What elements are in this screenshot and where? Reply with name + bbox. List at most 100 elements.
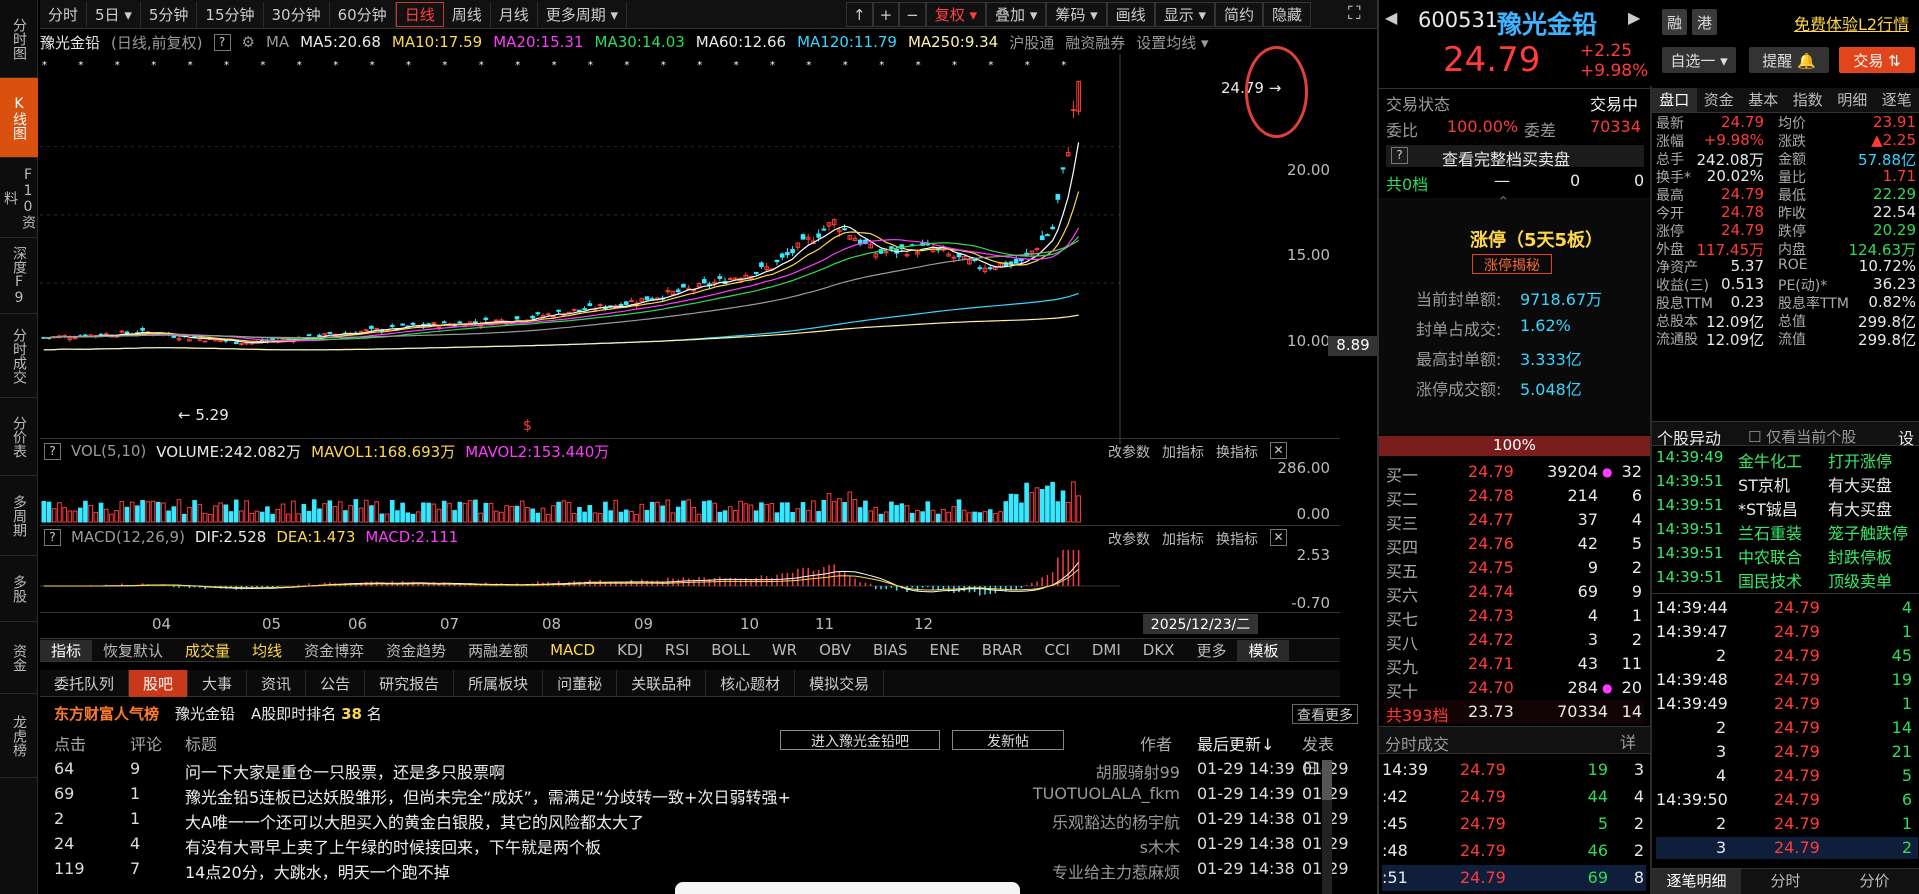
period-tab[interactable]: 15分钟	[197, 1, 264, 27]
move-row[interactable]: 14:39:51 *ST铖昌 有大买盘	[1656, 496, 1893, 519]
period-tab[interactable]: 5日 ▾	[87, 1, 141, 27]
period-tab[interactable]: 5分钟	[141, 1, 198, 27]
post-t[interactable]: 大A唯一一个还可以大胆买入的黄金白银股，其它的风险都太大了	[185, 813, 644, 832]
bottom-tab[interactable]: 所属板块	[454, 669, 544, 697]
move-row[interactable]: 14:39:51 中农联合 封跌停板	[1656, 544, 1893, 567]
period-tab[interactable]: 月线	[491, 1, 538, 27]
order-level[interactable]: 买四 24.76 42 5	[1384, 532, 1644, 557]
detail-row[interactable]: 14:39:48 24.79 19	[1656, 670, 1912, 689]
prev-stock-icon[interactable]: ◀	[1385, 8, 1398, 27]
indicator-tab[interactable]: 资金博弈	[304, 641, 365, 660]
help-icon[interactable]: ?	[44, 442, 61, 460]
settings-icon[interactable]: ⚙	[241, 33, 255, 51]
only-current-checkbox[interactable]: ☐ 仅看当前个股	[1748, 428, 1857, 446]
toolbar-button[interactable]: 叠加 ▾	[986, 2, 1047, 27]
detail-tab[interactable]: 逐笔明细	[1652, 869, 1741, 894]
quote-tab[interactable]: 明细	[1837, 91, 1868, 109]
bottom-tab[interactable]: 模拟交易	[795, 669, 885, 697]
nav-item[interactable]: 分价表	[0, 398, 38, 476]
ma-settings-button[interactable]: 设置均线 ▾	[1136, 33, 1209, 52]
indicator-tab[interactable]: ENE	[929, 641, 960, 659]
hgt-link[interactable]: 沪股通	[1009, 33, 1055, 52]
floating-toolbar[interactable]	[675, 882, 1020, 894]
detail-row[interactable]: 14:39:44 24.79 4	[1656, 598, 1912, 617]
col-author[interactable]: 作者	[1140, 735, 1173, 754]
limit-up-reveal-button[interactable]: 涨停揭秘	[1472, 254, 1552, 274]
col-last-update[interactable]: 最后更新↓	[1197, 735, 1275, 754]
nav-item[interactable]: F10资料	[0, 158, 38, 238]
help-icon[interactable]: ?	[213, 33, 231, 51]
new-post-button[interactable]: 发新帖	[952, 730, 1064, 750]
detail-row[interactable]: 3 24.79 21	[1716, 742, 1912, 761]
indicator-tab[interactable]: MACD	[550, 641, 596, 659]
indicator-tab[interactable]: DKX	[1142, 641, 1175, 659]
nav-item[interactable]: K线图	[0, 78, 38, 158]
order-level[interactable]: 买九 24.71 43 11	[1384, 652, 1644, 677]
quote-tab[interactable]: 基本	[1748, 91, 1779, 109]
toolbar-button[interactable]: 简约	[1215, 2, 1264, 27]
bottom-tab[interactable]: 资讯	[247, 669, 307, 697]
ticks-detail-button[interactable]: 详	[1620, 733, 1637, 752]
period-tab[interactable]: 30分钟	[264, 1, 330, 27]
detail-tab[interactable]: 分时	[1770, 872, 1801, 890]
bottom-tab[interactable]: 股吧	[129, 669, 189, 697]
bottom-tab[interactable]: 公告	[306, 669, 366, 697]
change-indicator-button[interactable]: 换指标	[1216, 445, 1258, 461]
rzrq-link[interactable]: 融资融券	[1065, 33, 1126, 52]
macd-chart[interactable]	[40, 548, 1330, 610]
help-icon[interactable]: ?	[44, 528, 61, 546]
see-more-button[interactable]: 查看更多	[1292, 704, 1358, 724]
nav-item[interactable]: 多周期	[0, 476, 38, 556]
bottom-tab[interactable]: 研究报告	[365, 669, 455, 697]
post-row[interactable]: 24 4 有没有大哥早上卖了上午绿的时候接回来，下午就是两个板 s木木 01-29 14…	[40, 831, 1349, 857]
bottom-tab[interactable]: 大事	[188, 669, 248, 697]
period-tab[interactable]: 日线	[395, 1, 444, 27]
indicator-tab[interactable]: BOLL	[711, 641, 750, 659]
indicator-tab[interactable]: 资金趋势	[386, 641, 447, 660]
detail-row[interactable]: 14:39:47 24.79 1	[1656, 622, 1912, 641]
indicator-tab[interactable]: OBV	[819, 641, 851, 659]
post-t[interactable]: 有没有大哥早上卖了上午绿的时候接回来，下午就是两个板	[185, 838, 602, 857]
nav-item[interactable]: 深度F9	[0, 238, 38, 314]
col-clicks[interactable]: 点击	[54, 735, 87, 754]
post-t[interactable]: 问一下大家是重仓一只股票，还是多只股票啊	[185, 763, 506, 782]
order-level[interactable]: 买八 24.72 3 2	[1384, 628, 1644, 653]
tick-row[interactable]: :45 24.79 5 2	[1382, 814, 1644, 833]
toolbar-button[interactable]: 隐藏	[1263, 2, 1312, 27]
move-row[interactable]: 14:39:51 兰石重装 笼子触跌停	[1656, 520, 1909, 543]
scrollbar[interactable]	[1322, 760, 1332, 894]
trade-button[interactable]: 交易 ⇅	[1839, 47, 1915, 73]
edit-params-button[interactable]: 改参数	[1108, 445, 1150, 461]
enter-forum-button[interactable]: 进入豫光金铅吧	[780, 730, 940, 750]
bottom-tab[interactable]: 委托队列	[40, 669, 130, 697]
detail-row[interactable]: 4 24.79 5	[1716, 766, 1912, 785]
detail-tab[interactable]: 分价	[1859, 872, 1890, 890]
detail-row[interactable]: 3 24.79 2	[1656, 837, 1918, 859]
post-row[interactable]: 2 1 大A唯一一个还可以大胆买入的黄金白银股，其它的风险都太大了 乐观豁达的杨宇航 0…	[40, 806, 1349, 832]
quote-tab[interactable]: 逐笔	[1881, 91, 1912, 109]
order-level[interactable]: 买三 24.77 37 4	[1384, 508, 1644, 533]
nav-item[interactable]: 分时图	[0, 0, 38, 78]
full-book-link[interactable]: 查看完整档买卖盘	[1442, 150, 1571, 169]
indicator-tab[interactable]: 模板	[1237, 639, 1290, 661]
indicator-tab[interactable]: BIAS	[873, 641, 908, 659]
l2-trial-link[interactable]: 免费体验L2行情	[1794, 15, 1910, 34]
bottom-tab[interactable]: 问董秘	[543, 669, 618, 697]
indicator-tab[interactable]: 两融差额	[468, 641, 529, 660]
indicator-tab[interactable]: RSI	[664, 641, 690, 659]
col-title[interactable]: 标题	[185, 735, 218, 754]
period-tab[interactable]: 60分钟	[330, 1, 396, 27]
post-t[interactable]: 豫光金铅5连板已达妖股雏形，但尚未完全“成妖”，需满足“分歧转一致+次日弱转强+	[185, 788, 791, 807]
nav-item[interactable]: 多股	[0, 556, 38, 622]
kline-chart[interactable]: * * * * * * * * * * * * * * * * * * * * * * * * * * * * *	[40, 54, 1340, 444]
indicator-tab[interactable]: KDJ	[617, 641, 643, 659]
toolbar-button[interactable]: 画线	[1106, 2, 1155, 27]
add-indicator-button[interactable]: 加指标	[1162, 445, 1204, 461]
order-level[interactable]: 买二 24.78 214 6	[1384, 484, 1644, 509]
move-row[interactable]: 14:39:49 金牛化工 打开涨停	[1656, 448, 1893, 471]
post-row[interactable]: 119 7 14点20分，大跳水，明天一个跑不掉 专业给主力惹麻烦 01-29 14:3…	[40, 856, 1349, 882]
detail-row[interactable]: 2 24.79 14	[1716, 718, 1912, 737]
indicator-tab[interactable]: 均线	[252, 641, 283, 660]
nav-item[interactable]: 龙虎榜	[0, 694, 38, 778]
bottom-tab[interactable]: 关联品种	[617, 669, 707, 697]
